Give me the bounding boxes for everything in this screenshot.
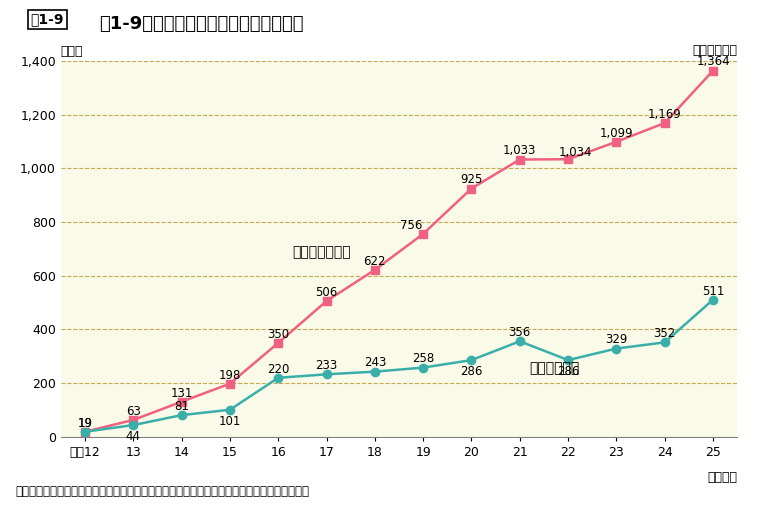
Text: 新規採用者数: 新規採用者数 (530, 361, 580, 375)
Text: 243: 243 (363, 357, 386, 369)
Text: 図1-9　任期付職員法に基づく採用状況: 図1-9 任期付職員法に基づく採用状況 (99, 15, 303, 33)
Text: 131: 131 (170, 387, 193, 400)
Text: 756: 756 (401, 219, 423, 232)
Text: 622: 622 (363, 255, 386, 268)
Text: 511: 511 (701, 284, 724, 298)
Text: 350: 350 (268, 328, 290, 341)
Text: （人）: （人） (61, 45, 84, 58)
Text: 286: 286 (461, 365, 483, 378)
Text: 19: 19 (78, 417, 93, 430)
Text: 198: 198 (219, 369, 241, 382)
Text: 1,034: 1,034 (559, 146, 593, 159)
Text: 220: 220 (267, 363, 290, 375)
Text: 44: 44 (125, 430, 141, 443)
Text: （年度）: （年度） (708, 471, 737, 484)
Text: 101: 101 (219, 415, 241, 428)
Text: 1,169: 1,169 (648, 108, 682, 121)
Text: 図1-9: 図1-9 (30, 13, 64, 27)
Text: 925: 925 (461, 173, 483, 186)
Text: 81: 81 (174, 400, 189, 413)
Text: 1,033: 1,033 (503, 144, 537, 157)
Text: 356: 356 (508, 326, 531, 339)
Text: 258: 258 (412, 353, 434, 365)
Text: 352: 352 (654, 327, 676, 340)
Text: （単位：人）: （単位：人） (692, 44, 737, 57)
Text: 286: 286 (557, 365, 579, 378)
Text: 年度末在職者数: 年度末在職者数 (293, 246, 351, 260)
Text: 1,099: 1,099 (600, 126, 633, 140)
Text: 19: 19 (78, 417, 93, 430)
Text: 1,364: 1,364 (696, 55, 730, 69)
Text: 329: 329 (605, 333, 628, 346)
Text: 63: 63 (126, 405, 141, 418)
Text: 233: 233 (315, 359, 337, 372)
Text: （注）　在職者数は、各年度末における人数である。なお、当初の任期により算出している。: （注） 在職者数は、各年度末における人数である。なお、当初の任期により算出してい… (15, 485, 309, 498)
Text: 506: 506 (315, 286, 337, 299)
